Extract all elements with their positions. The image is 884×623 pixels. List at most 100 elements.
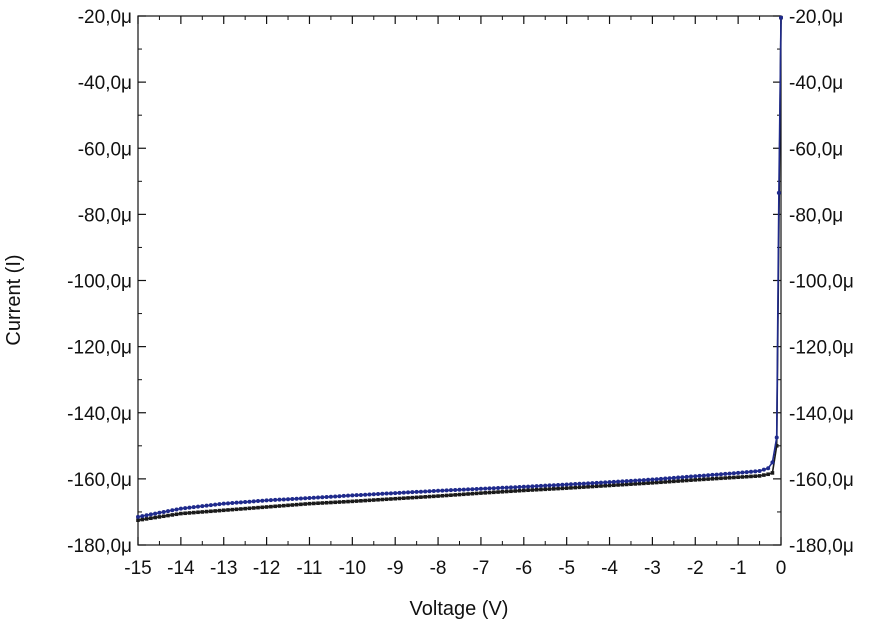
series-1-marker	[753, 474, 758, 478]
y-tick-label: -80,0μ	[78, 205, 132, 226]
series-2-marker	[487, 486, 492, 491]
x-tick-label: -14	[167, 558, 195, 579]
series-2-marker	[466, 487, 471, 492]
x-tick-label: 0	[776, 558, 787, 579]
series-2-marker	[238, 500, 243, 505]
series-1-marker	[569, 486, 573, 490]
series-2-marker	[311, 495, 316, 500]
series-1-marker	[251, 506, 256, 510]
y-right-tick-label: -40,0μ	[789, 73, 843, 94]
series-2-marker	[153, 511, 158, 516]
y-tick-label: -40,0μ	[78, 73, 132, 94]
series-2-marker	[654, 477, 659, 482]
y-right-tick-label: -140,0μ	[789, 404, 854, 425]
series-2-marker	[401, 490, 406, 495]
series-2-marker	[187, 505, 192, 510]
x-tick-label: -10	[339, 558, 366, 579]
series-2-marker	[641, 478, 646, 483]
series-1-marker	[423, 495, 428, 499]
series-1-marker	[230, 507, 235, 512]
series-1-marker	[650, 481, 655, 485]
y-right-tick-label: -100,0μ	[789, 272, 854, 293]
y-tick-label: -100,0μ	[67, 272, 132, 293]
series-2-marker	[491, 486, 496, 491]
series-1-marker	[461, 492, 466, 497]
series-1-marker	[749, 474, 753, 479]
series-2-marker	[367, 492, 372, 497]
series-2-marker	[684, 474, 689, 479]
series-2-marker	[448, 488, 453, 493]
series-2-marker	[294, 496, 299, 501]
series-1-marker	[269, 504, 273, 509]
series-1-marker	[680, 478, 685, 483]
series-1-marker	[496, 490, 500, 494]
series-1-marker	[179, 511, 183, 516]
series-2-marker	[723, 471, 728, 476]
series-1-marker	[474, 491, 479, 496]
series-1-marker	[329, 500, 333, 505]
series-2-marker	[166, 509, 171, 514]
series-2-marker	[268, 498, 273, 503]
series-2-marker	[221, 501, 226, 506]
series-2-marker	[526, 484, 531, 489]
series-1-marker	[444, 493, 449, 498]
series-2-marker	[718, 472, 723, 477]
series-2-marker	[410, 490, 415, 495]
series-2-marker	[414, 489, 419, 494]
series-2-marker	[281, 497, 286, 502]
x-tick-label: -3	[644, 558, 661, 579]
series-1-marker	[522, 488, 526, 493]
series-1-marker	[320, 501, 325, 505]
y-right-tick-label: -120,0μ	[789, 338, 854, 359]
series-1-marker	[757, 474, 762, 478]
series-2-marker	[393, 491, 398, 496]
series-1-marker	[226, 508, 230, 512]
series-1-marker	[620, 482, 625, 487]
series-2-marker	[136, 514, 140, 519]
series-2-marker	[744, 470, 749, 475]
series-1-marker	[380, 497, 385, 502]
x-tick-label: -7	[472, 558, 489, 579]
series-1-marker	[371, 498, 376, 502]
series-2-marker	[624, 479, 629, 484]
series-2-marker	[183, 506, 188, 511]
series-1-marker	[676, 479, 680, 483]
series-2-marker	[628, 478, 633, 483]
series-1-marker	[560, 486, 565, 491]
series-2-marker	[251, 499, 256, 504]
series-2-marker	[406, 490, 411, 495]
series-1-marker	[577, 485, 582, 490]
series-1-marker	[684, 478, 689, 483]
series-1-marker	[500, 489, 505, 494]
series-1-marker	[491, 490, 496, 495]
x-tick-label: -5	[558, 558, 575, 579]
series-1-marker	[573, 485, 578, 490]
series-2-marker	[440, 488, 445, 493]
series-2-marker	[298, 496, 303, 501]
series-2-marker	[457, 487, 462, 492]
series-1-marker	[487, 490, 492, 495]
series-2-marker	[320, 495, 325, 500]
series-1-marker	[766, 472, 770, 477]
series-1-marker	[213, 509, 217, 513]
series-1-marker	[333, 500, 337, 505]
series-2-marker	[590, 481, 595, 486]
series-1-marker	[384, 497, 389, 502]
series-2-marker	[444, 488, 449, 493]
series-2-marker	[521, 484, 526, 489]
series-1-marker	[616, 483, 620, 487]
series-1-marker	[504, 489, 509, 494]
series-1-marker	[307, 501, 312, 506]
series-2-marker	[581, 481, 586, 486]
series-2-marker	[247, 499, 252, 504]
series-1-marker	[453, 493, 458, 497]
series-1-marker	[427, 494, 432, 499]
series-2-marker	[204, 503, 209, 508]
series-1-marker	[191, 510, 196, 515]
series-1-marker	[136, 518, 140, 523]
series-2-marker	[213, 502, 218, 507]
series-1-marker	[762, 473, 766, 477]
series-2-marker	[736, 470, 741, 475]
series-layer	[136, 15, 783, 523]
